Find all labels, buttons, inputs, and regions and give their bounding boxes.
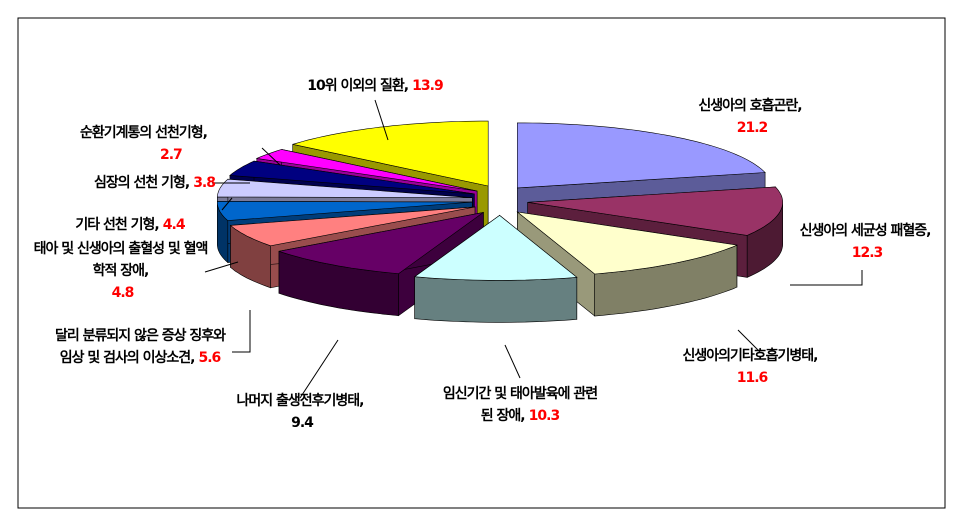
- slice: [516, 122, 766, 189]
- leader-line: [261, 147, 281, 166]
- slice-wall: [414, 276, 578, 323]
- category-label: 순환기계통의 선천기형,: [80, 125, 208, 141]
- value-label: 4.4: [162, 217, 186, 233]
- category-label: 태아 및 신생아의 출혈성 및 혈액학적 장애,: [33, 241, 209, 279]
- slice-label: 신생아의 세균성 패혈증, 12.3: [770, 220, 960, 264]
- leader-lines: [204, 99, 863, 399]
- pie: [216, 120, 784, 323]
- slice: [516, 211, 738, 275]
- slice-label: 임신기간 및 태아발육에 관련된 장애, 10.3: [440, 383, 600, 427]
- value-label: 3.8: [193, 175, 216, 191]
- category-label: 기타 선천 기형,: [75, 217, 159, 233]
- value-label: 13.9: [412, 78, 444, 94]
- value-label: 11.6: [736, 370, 769, 386]
- leader-line: [737, 329, 761, 353]
- slice-label: 나머지 출생전후기병태, 9.4: [215, 390, 385, 434]
- slice: [292, 120, 489, 187]
- leader-line: [299, 339, 339, 399]
- leader-line: [221, 197, 233, 211]
- category-label: 신생아의 호흡곤란,: [698, 98, 802, 114]
- value-label: 21.2: [736, 120, 769, 136]
- slice-label: 태아 및 신생아의 출혈성 및 혈액학적 장애, 4.8: [28, 238, 213, 304]
- leader-line: [790, 270, 863, 286]
- value-label: 10.3: [528, 408, 561, 424]
- leader-line: [374, 99, 389, 141]
- slice: [216, 178, 473, 198]
- value-label: 2.7: [160, 147, 183, 163]
- slice-label: 심장의 선천 기형, 3.8: [30, 172, 216, 194]
- category-label: 달리 분류되지 않은 증상 징후와 임상 및 검사의 이상소견,: [55, 328, 226, 366]
- slice-label: 신생아의기타호흡기병태, 11.6: [660, 345, 840, 389]
- slice-label: 10위 이외의 질환, 13.9: [270, 75, 480, 97]
- slice: [229, 206, 476, 247]
- category-label: 심장의 선천 기형,: [93, 175, 190, 191]
- slice-label: 달리 분류되지 않은 증상 징후와 임상 및 검사의 이상소견, 5.6: [50, 325, 230, 369]
- category-label: 임신기간 및 태아발육에 관련된 장애,: [442, 386, 598, 424]
- value-label: 9.4: [291, 415, 314, 431]
- category-label: 신생아의기타호흡기병태,: [682, 348, 819, 364]
- slice: [229, 160, 475, 195]
- value-label: 12.3: [851, 245, 884, 261]
- leader-line: [204, 261, 239, 273]
- slice-label: 신생아의 호흡곤란, 21.2: [660, 95, 840, 139]
- category-label: 신생아의 세균성 패혈증,: [799, 223, 932, 239]
- slice-label: 순환기계통의 선천기형, 2.7: [80, 122, 270, 166]
- slice: [278, 212, 484, 275]
- value-label: 5.6: [198, 350, 221, 366]
- slice: [217, 200, 473, 221]
- leader-line: [504, 344, 521, 379]
- category-label: 10위 이외의 질환,: [307, 78, 409, 94]
- value-label: 4.8: [111, 285, 135, 301]
- slice-label: 기타 선천 기형, 4.4: [30, 214, 230, 236]
- leader-line: [232, 310, 251, 353]
- slice: [413, 215, 578, 281]
- category-label: 나머지 출생전후기병태,: [236, 393, 365, 409]
- slice: [527, 186, 784, 236]
